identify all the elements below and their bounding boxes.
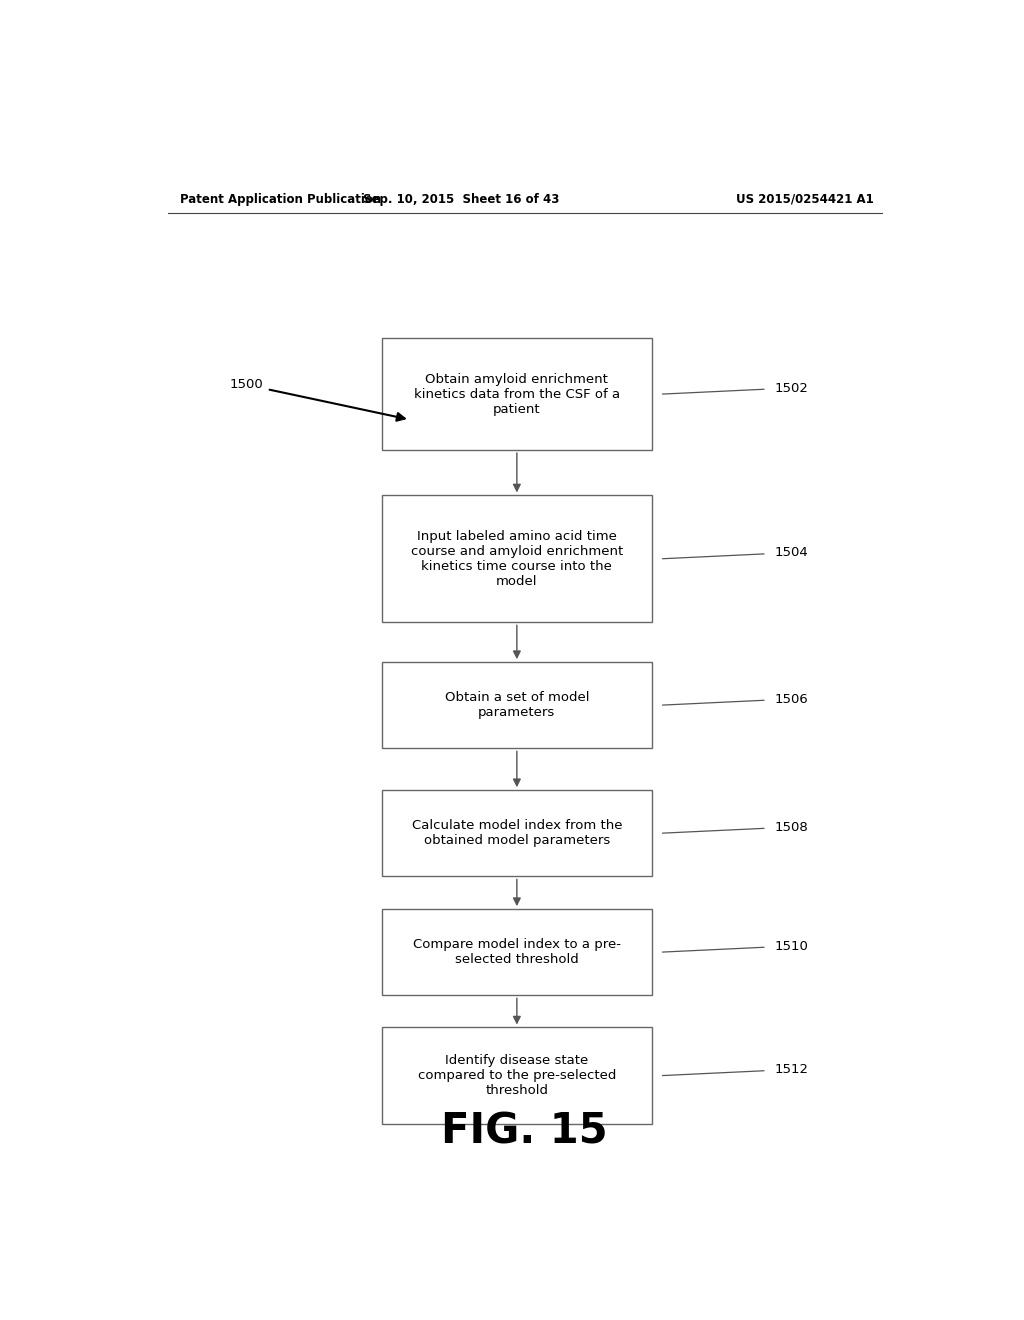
Bar bbox=[382, 338, 651, 450]
Text: Calculate model index from the
obtained model parameters: Calculate model index from the obtained … bbox=[412, 820, 623, 847]
Text: 1502: 1502 bbox=[775, 381, 809, 395]
Text: 1510: 1510 bbox=[775, 940, 809, 953]
Text: 1504: 1504 bbox=[775, 546, 809, 560]
Bar bbox=[382, 663, 651, 748]
Text: 1500: 1500 bbox=[229, 378, 263, 391]
Text: US 2015/0254421 A1: US 2015/0254421 A1 bbox=[736, 193, 873, 206]
Bar bbox=[382, 495, 651, 623]
Text: 1508: 1508 bbox=[775, 821, 809, 834]
Bar bbox=[382, 1027, 651, 1125]
Text: Input labeled amino acid time
course and amyloid enrichment
kinetics time course: Input labeled amino acid time course and… bbox=[411, 529, 623, 587]
Text: Sep. 10, 2015  Sheet 16 of 43: Sep. 10, 2015 Sheet 16 of 43 bbox=[364, 193, 559, 206]
Text: Identify disease state
compared to the pre-selected
threshold: Identify disease state compared to the p… bbox=[418, 1055, 616, 1097]
Text: 1512: 1512 bbox=[775, 1063, 809, 1076]
Text: Obtain amyloid enrichment
kinetics data from the CSF of a
patient: Obtain amyloid enrichment kinetics data … bbox=[414, 372, 620, 416]
Bar bbox=[382, 909, 651, 995]
Text: Compare model index to a pre-
selected threshold: Compare model index to a pre- selected t… bbox=[413, 939, 621, 966]
Text: 1506: 1506 bbox=[775, 693, 809, 706]
Text: FIG. 15: FIG. 15 bbox=[441, 1110, 608, 1152]
Text: Obtain a set of model
parameters: Obtain a set of model parameters bbox=[444, 692, 589, 719]
Text: Patent Application Publication: Patent Application Publication bbox=[179, 193, 381, 206]
Bar bbox=[382, 791, 651, 876]
